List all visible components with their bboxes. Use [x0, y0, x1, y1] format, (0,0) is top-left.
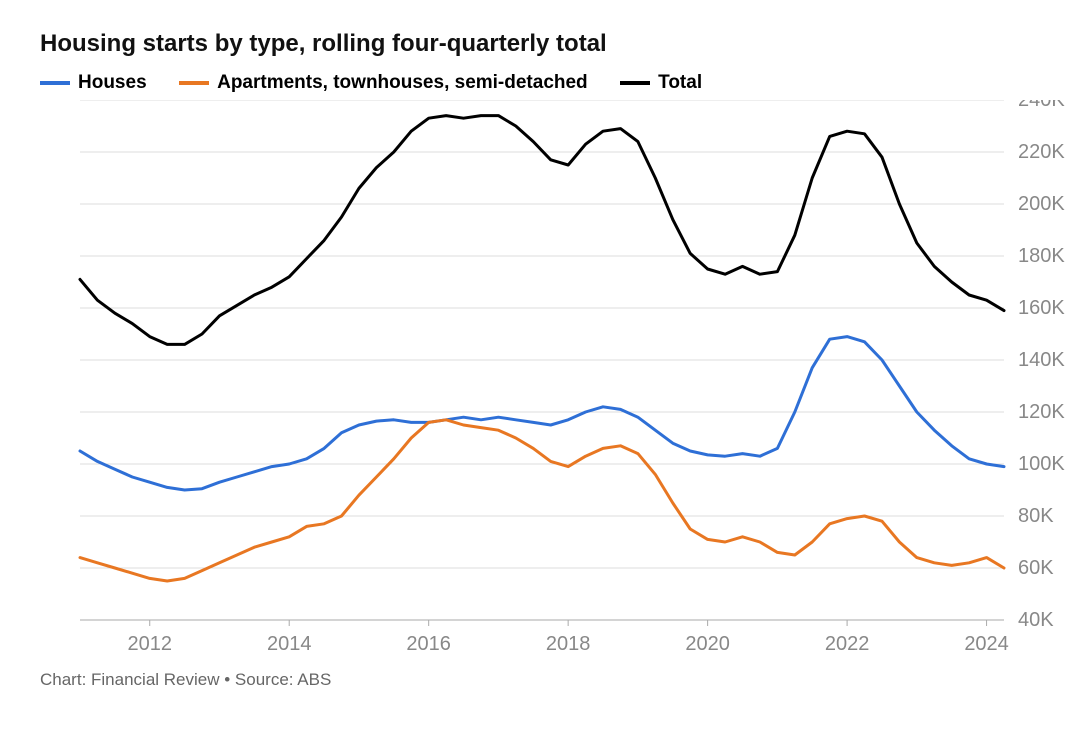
y-tick-label: 200K — [1018, 193, 1065, 215]
x-tick-label: 2012 — [127, 633, 171, 655]
legend-swatch-apartments — [179, 81, 209, 85]
x-tick-label: 2018 — [546, 633, 591, 655]
chart-series — [80, 116, 1004, 581]
legend-item-houses: Houses — [40, 72, 147, 94]
series-total — [80, 116, 1004, 345]
legend-item-total: Total — [620, 72, 702, 94]
y-tick-label: 100K — [1018, 453, 1065, 475]
y-tick-label: 180K — [1018, 245, 1065, 267]
y-tick-label: 80K — [1018, 505, 1054, 527]
chart-plot: 40K 60K 80K 100K 120K 140K 160K 180K 200K 220K 240… — [40, 100, 1080, 660]
y-tick-label: 160K — [1018, 297, 1065, 319]
y-tick-label: 220K — [1018, 141, 1065, 163]
x-tick-label: 2022 — [825, 633, 870, 655]
x-tick-label: 2016 — [406, 633, 451, 655]
legend-swatch-houses — [40, 81, 70, 85]
y-tick-label: 60K — [1018, 557, 1054, 579]
legend-label-apartments: Apartments, townhouses, semi-detached — [217, 72, 588, 94]
chart-x-axis: 2012 2014 2016 2018 2020 2022 2024 — [127, 620, 1008, 655]
y-tick-label: 120K — [1018, 401, 1065, 423]
y-tick-label: 240K — [1018, 100, 1065, 111]
legend-label-total: Total — [658, 72, 702, 94]
chart-container: Housing starts by type, rolling four-qua… — [0, 0, 1080, 743]
x-tick-label: 2020 — [685, 633, 730, 655]
y-tick-label: 140K — [1018, 349, 1065, 371]
chart-gridlines — [80, 100, 1004, 620]
chart-title: Housing starts by type, rolling four-qua… — [40, 30, 1040, 58]
chart-y-axis: 40K 60K 80K 100K 120K 140K 160K 180K 200K 220K 240… — [1018, 100, 1065, 631]
legend-label-houses: Houses — [78, 72, 147, 94]
legend-swatch-total — [620, 81, 650, 85]
x-tick-label: 2024 — [964, 633, 1009, 655]
legend-item-apartments: Apartments, townhouses, semi-detached — [179, 72, 588, 94]
x-tick-label: 2014 — [267, 633, 312, 655]
chart-legend: Houses Apartments, townhouses, semi-deta… — [40, 72, 1040, 94]
y-tick-label: 40K — [1018, 609, 1054, 631]
series-apartments — [80, 420, 1004, 581]
chart-footer: Chart: Financial Review • Source: ABS — [40, 670, 1040, 690]
